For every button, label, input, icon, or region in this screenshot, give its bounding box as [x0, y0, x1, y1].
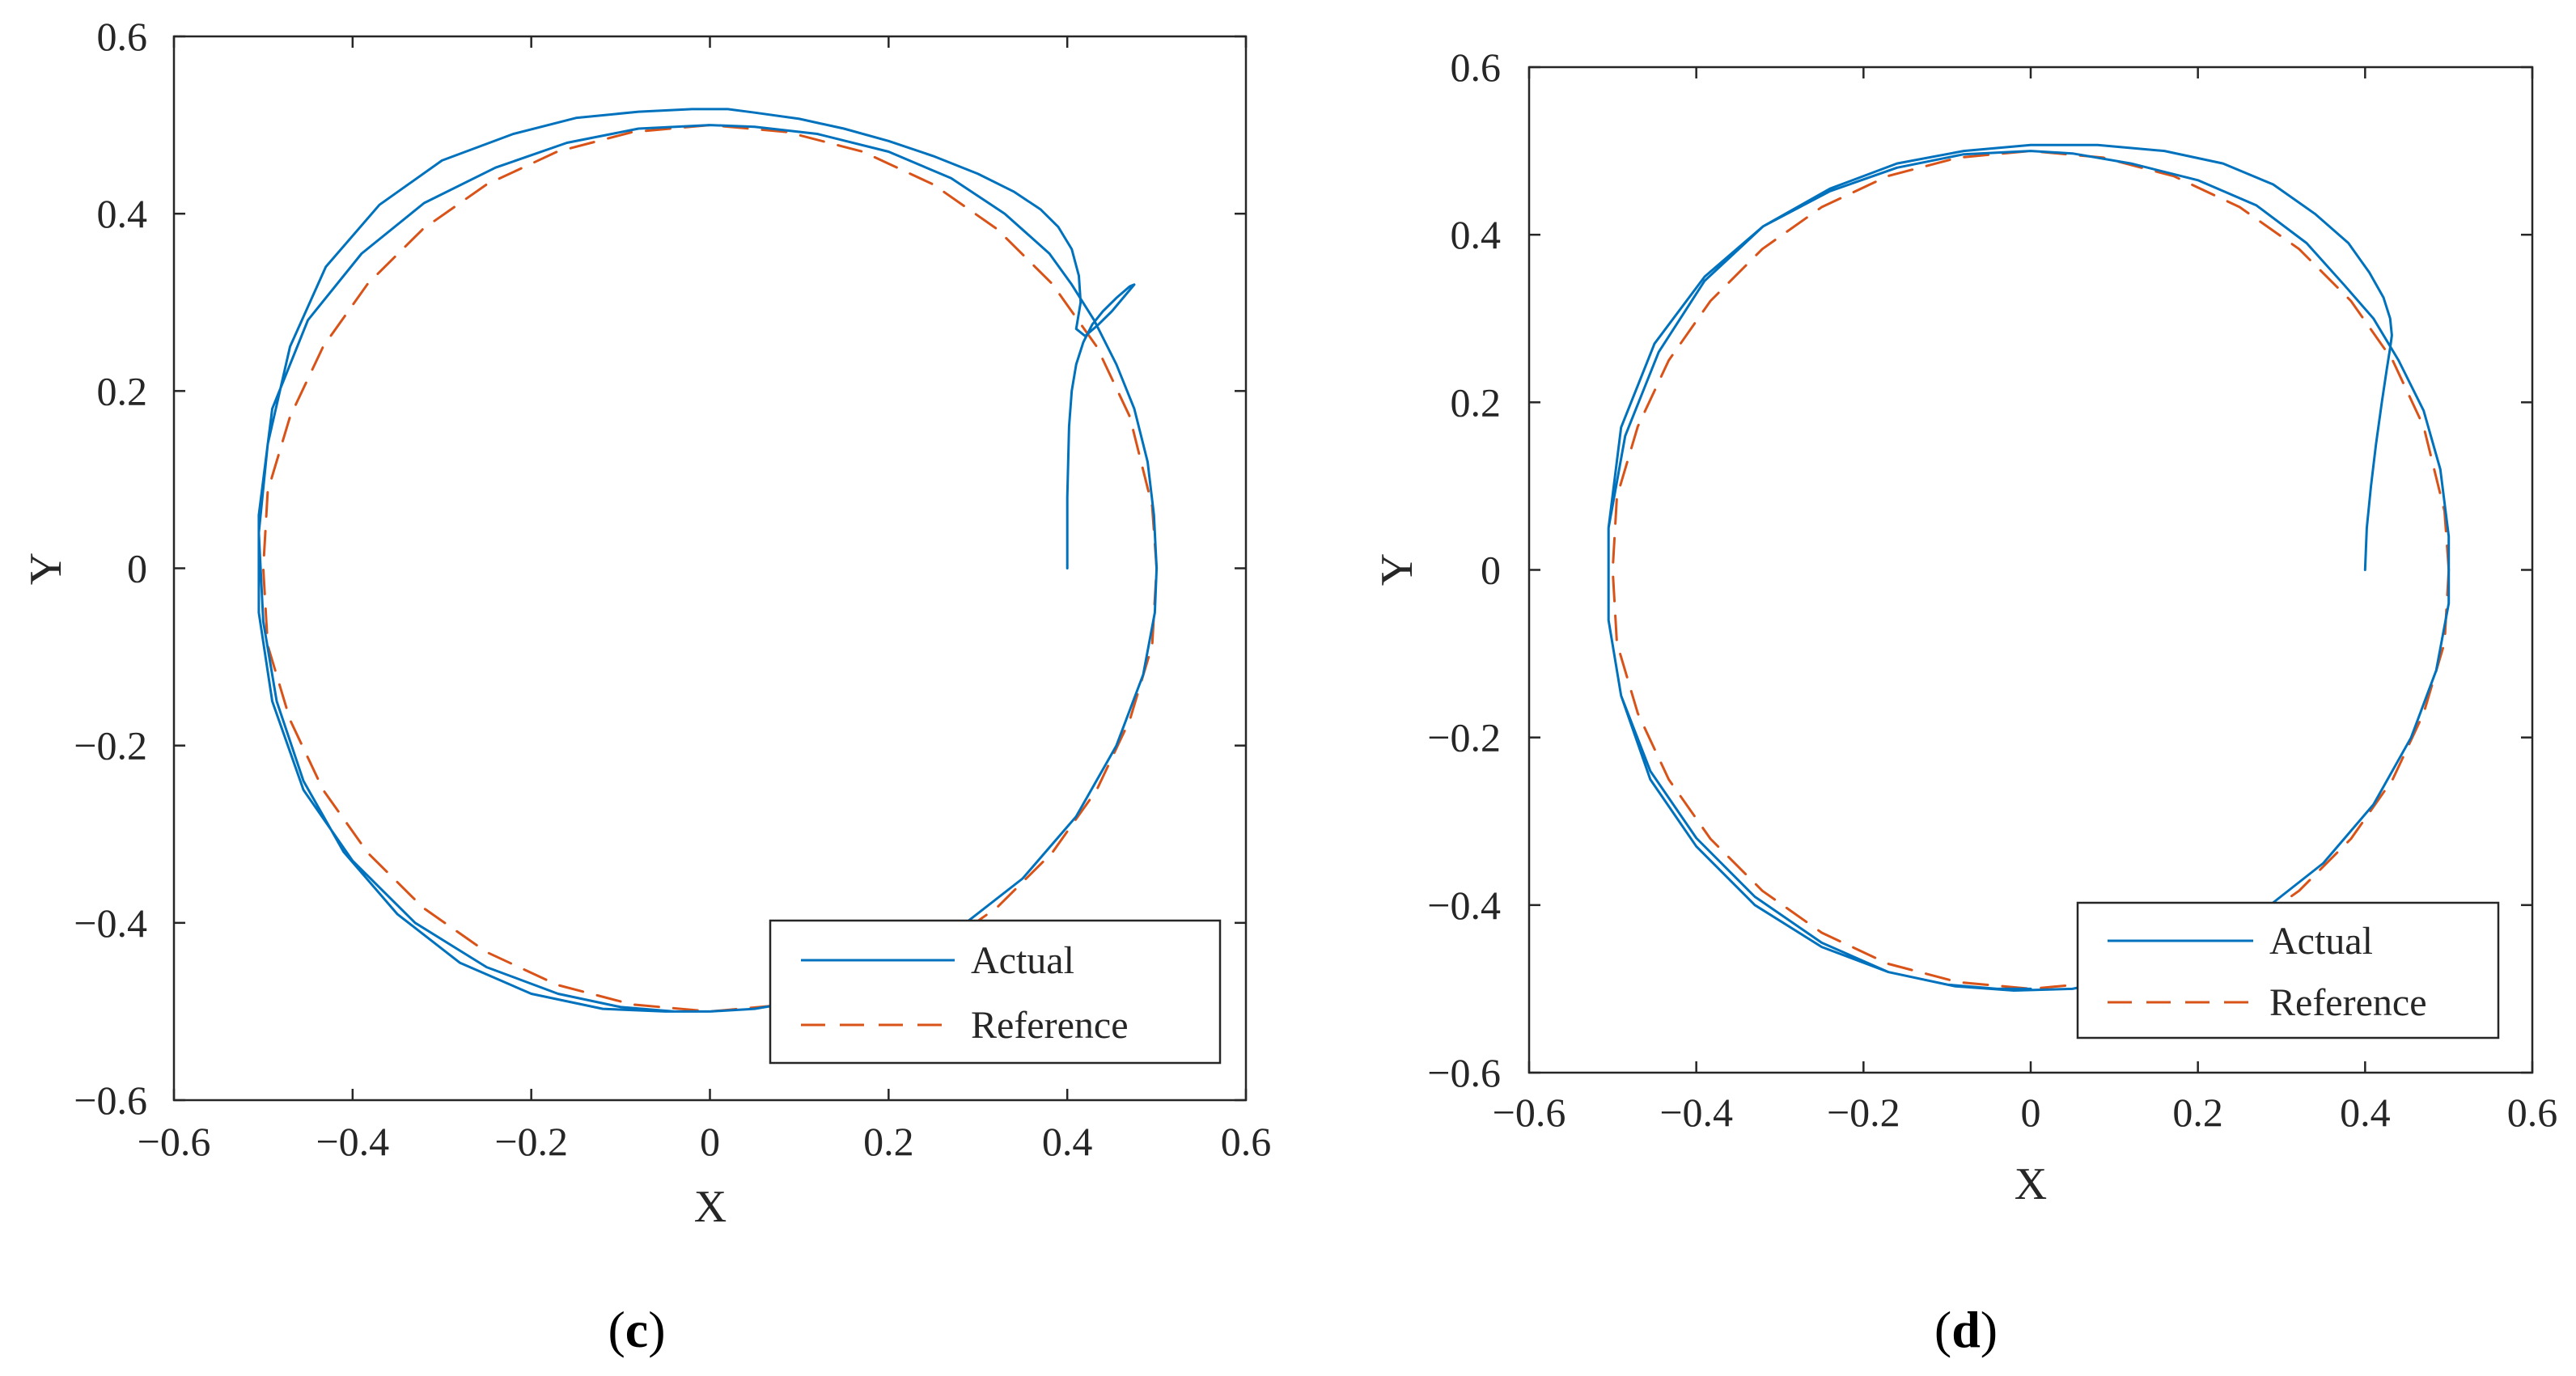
panel-d-caption-letter: d [1951, 1301, 1981, 1358]
panel-c-x-axis-label: X [694, 1182, 727, 1232]
panel-c-legend: Actual Reference [769, 919, 1222, 1065]
panel-d-legend-reference-label: Reference [2269, 981, 2427, 1024]
panel-d-y-tick-label: 0.2 [1451, 379, 1502, 425]
panel-c: −0.6 −0.4 −0.2 0 0.2 0.4 0.6 −0.6 −0.4 −0.2 0 0.2 0.… [21, 14, 1271, 1358]
panel-d-x-tick-label: −0.6 [1493, 1090, 1566, 1135]
panel-c-legend-actual-label: Actual [971, 939, 1074, 982]
panel-c-x-tick-label: 0.6 [1221, 1119, 1272, 1164]
panel-d-y-tick-label: 0 [1481, 548, 1501, 593]
panel-d-y-tick-label: −0.2 [1427, 715, 1501, 760]
panel-c-caption-letter: c [625, 1301, 648, 1358]
panel-c-y-tick-label: 0.6 [97, 14, 148, 59]
panel-c-legend-reference-label: Reference [971, 1004, 1129, 1047]
panel-c-x-tick-label: 0.2 [863, 1119, 914, 1164]
panel-c-x-tick-label: 0.4 [1042, 1119, 1093, 1164]
panel-d-y-tick-label: 0.6 [1451, 44, 1502, 90]
panel-c-y-tick-label: −0.4 [74, 900, 147, 946]
panel-d-x-tick-label: 0.2 [2172, 1090, 2223, 1135]
panel-c-y-axis-label: Y [21, 553, 71, 585]
panel-d-y-tick-label: −0.6 [1427, 1050, 1501, 1095]
panel-d-series-group [1607, 143, 2451, 992]
panel-c-series-group [257, 108, 1159, 1013]
panel-c-y-tick-label: 0.4 [97, 191, 148, 236]
panel-d-legend-actual-label: Actual [2269, 920, 2373, 963]
panel-d-y-tick-label: 0.4 [1451, 212, 1502, 257]
panel-c-y-tick-label: 0 [127, 546, 147, 591]
panel-d: −0.6 −0.4 −0.2 0 0.2 0.4 0.6 −0.6 −0.4 −0.2 0 0.2 0.… [1372, 44, 2557, 1358]
panel-d-x-tick-label: −0.4 [1659, 1090, 1733, 1135]
panel-d-ticks: −0.6 −0.4 −0.2 0 0.2 0.4 0.6 −0.6 −0.4 −0.2 0 0.2 0.… [1427, 44, 2557, 1135]
panel-c-x-tick-label: −0.2 [494, 1119, 568, 1164]
panel-d-x-tick-label: 0.6 [2507, 1090, 2558, 1135]
panel-c-ticks: −0.6 −0.4 −0.2 0 0.2 0.4 0.6 −0.6 −0.4 −0.2 0 0.2 0.… [74, 14, 1271, 1164]
panel-d-legend: Actual Reference [2076, 901, 2500, 1039]
panel-d-y-tick-label: −0.4 [1427, 883, 1501, 928]
panel-d-x-tick-label: −0.2 [1827, 1090, 1900, 1135]
panel-d-x-tick-label: 0 [2021, 1090, 2041, 1135]
panel-d-caption: (d) [1934, 1301, 1998, 1358]
panel-c-legend-box [769, 919, 1222, 1065]
panel-d-caption-open: ( [1934, 1301, 1951, 1358]
panel-c-x-tick-label: −0.6 [138, 1119, 211, 1164]
panel-d-caption-close: ) [1981, 1301, 1998, 1358]
panel-d-x-tick-label: 0.4 [2340, 1090, 2391, 1135]
panel-c-y-tick-label: 0.2 [97, 368, 148, 413]
panel-d-y-axis-label: Y [1372, 553, 1422, 586]
panel-d-legend-box [2076, 901, 2500, 1039]
panel-c-caption: (c) [608, 1301, 665, 1358]
panel-c-caption-open: ( [608, 1301, 625, 1358]
panel-d-x-axis-label: X [2015, 1159, 2047, 1209]
panel-c-x-tick-label: −0.4 [316, 1119, 389, 1164]
panel-c-y-tick-label: −0.6 [74, 1078, 147, 1123]
panel-c-caption-close: ) [648, 1301, 665, 1358]
panel-c-series-actual-line [257, 108, 1159, 1013]
panel-c-x-tick-label: 0 [700, 1119, 720, 1164]
panel-c-y-tick-label: −0.2 [74, 723, 147, 768]
